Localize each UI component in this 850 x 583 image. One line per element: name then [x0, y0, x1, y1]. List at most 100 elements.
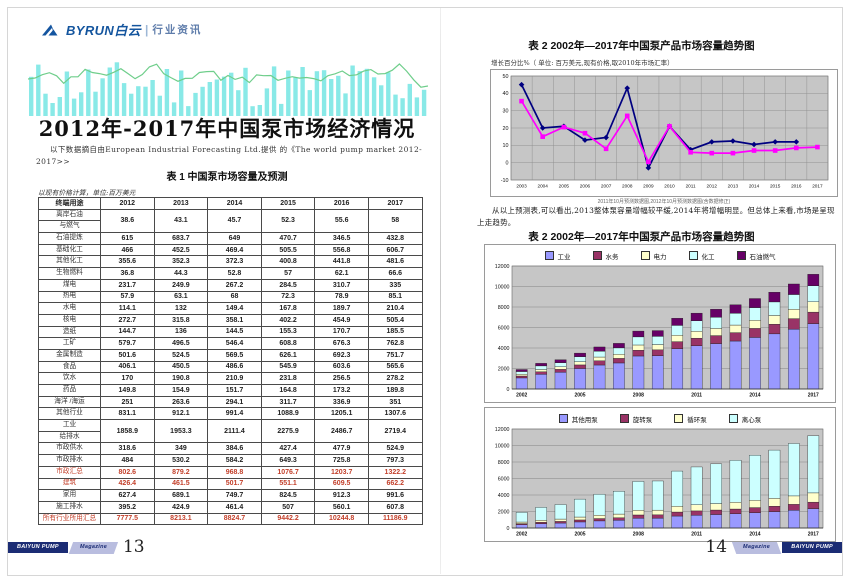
table-cell: 608.8: [260, 337, 316, 350]
table-cell: 524.5: [153, 348, 209, 362]
table-row: 核电 272.7 315.8 358.1 402.2 454.9 505.4: [38, 313, 423, 327]
table-row: 药品 149.8 154.9 151.7 164.8 173.2 189.8: [38, 384, 423, 397]
table-row: 与燃气: [38, 220, 423, 234]
legend-item: 化工: [688, 251, 715, 261]
table-cell: 173.2: [314, 384, 369, 397]
row-label: 金属制造: [38, 348, 101, 362]
table-row: 市政供水 318.6 349 384.6 427.4 477.9 524.9: [38, 442, 423, 456]
table-cell: 579.7: [100, 337, 155, 350]
magazine-badge: Magazine: [731, 541, 782, 554]
table-cell: 545.9: [260, 360, 316, 374]
svg-text:2000: 2000: [498, 366, 510, 372]
table-cell: 505.5: [260, 243, 316, 257]
svg-text:2008: 2008: [622, 184, 633, 189]
logo: BYRUN白云 | 行业资讯: [42, 20, 202, 39]
market-capacity-table: 终端用途 2012 2013 2014 2015 2016 2017 离岸石油 38.6 43.1…: [38, 197, 423, 526]
table-cell: 210.9: [207, 372, 262, 385]
table-cell: 44.3: [153, 267, 209, 280]
legend-swatch: [674, 414, 684, 423]
table-row: 造纸 144.7 136 144.5 155.3 170.7 185.5: [38, 325, 423, 339]
table-cell: 170.7: [314, 325, 369, 339]
svg-text:12000: 12000: [495, 264, 510, 270]
svg-text:2003: 2003: [516, 184, 527, 189]
page-title: 2012年-2017年中国泵市场经济情况: [38, 116, 416, 141]
svg-text:2013: 2013: [728, 184, 739, 189]
table-cell: 352.3: [153, 255, 209, 269]
svg-text:2011: 2011: [686, 184, 696, 189]
table-cell: 164.8: [260, 384, 316, 397]
table-cell: 501.7: [207, 477, 262, 491]
table-cell: 626.1: [260, 348, 316, 362]
table-cell: 824.5: [260, 489, 316, 502]
svg-text:2012: 2012: [707, 184, 718, 189]
svg-text:2017: 2017: [808, 532, 819, 538]
table-cell: 603.6: [314, 360, 369, 374]
svg-text:2008: 2008: [633, 393, 644, 399]
table-cell: 406.1: [100, 360, 155, 374]
table-cell: 1307.6: [367, 407, 423, 421]
table-cell: 507: [260, 500, 316, 514]
table-row: 生物燃料 36.8 44.3 52.8 57 62.1 66.6: [38, 267, 423, 280]
legend-swatch: [736, 251, 746, 260]
table-cell: 441.8: [314, 255, 369, 269]
legend-label: 循环泵: [687, 416, 707, 424]
legend-label: 工业: [557, 253, 571, 261]
column-header-year: 2015: [260, 197, 316, 210]
svg-text:8000: 8000: [498, 305, 510, 311]
table-row: 金属制造 501.6 524.5 569.5 626.1 692.3 751.7: [38, 348, 423, 362]
table-cell: 584.2: [207, 454, 262, 467]
market-by-industry-stacked-chart: 0 2000 4000 6000 8000 10000 12000 2002 2005 2008 2…: [495, 264, 824, 399]
legend-label: 其他用泵: [571, 416, 598, 424]
table-cell: 189.7: [314, 302, 369, 315]
table-cell: 144.5: [207, 325, 262, 339]
table-row: 石油提炼 615 683.7 649 470.7 346.5 432.8: [38, 232, 423, 245]
table-cell: 1076.7: [260, 465, 316, 479]
svg-text:2004: 2004: [537, 184, 548, 189]
table-cell: 676.3: [314, 337, 369, 350]
table-row: 食品 406.1 450.5 486.6 545.9 603.6 565.6: [38, 360, 423, 374]
page-number-right: 14: [705, 537, 728, 557]
svg-text:10000: 10000: [495, 284, 510, 290]
table-cell: 427.4: [260, 442, 316, 456]
svg-text:2006: 2006: [580, 184, 591, 189]
svg-text:2011: 2011: [691, 393, 702, 399]
table-cell: 170: [100, 372, 155, 385]
svg-text:2005: 2005: [574, 532, 585, 538]
table-cell: 249.9: [153, 278, 209, 292]
table-row: 离岸石油 38.6 43.1 45.7 52.3 55.6 58: [38, 208, 423, 234]
table-cell: 310.7: [314, 278, 369, 292]
svg-text:2009: 2009: [643, 184, 654, 189]
table-cell: 155.3: [260, 325, 316, 339]
row-label: 离岸石油: [38, 208, 101, 222]
table-row: 市政汇总 802.6 879.2 968.8 1076.7 1203.7 1322.2: [38, 465, 423, 479]
legend-swatch: [619, 414, 629, 423]
table-cell: 284.5: [260, 278, 316, 292]
table-cell: 484: [100, 454, 155, 467]
table-cell: 355.6: [100, 255, 155, 269]
table-cell: 606.7: [367, 243, 423, 257]
table-cell: 372.3: [207, 255, 262, 269]
chart1-title: 表 2 2002年—2017年中国泵产品市场容量趋势图: [528, 40, 755, 52]
legend-label: 水务: [605, 253, 619, 261]
table-cell: 556.8: [314, 243, 369, 257]
table-cell: 649: [207, 232, 262, 245]
table-cell: 189.8: [367, 384, 423, 397]
table-cell: 52.8: [207, 267, 262, 280]
table-cell: 278.2: [367, 372, 423, 385]
svg-text:4000: 4000: [498, 493, 510, 499]
table-cell: 627.4: [100, 489, 155, 502]
table-cell: 136: [153, 325, 209, 339]
table-row: 饮水 170 190.8 210.9 231.8 256.5 278.2: [38, 372, 423, 385]
table-cell: 318.6: [100, 442, 155, 456]
table-cell: 802.6: [100, 465, 155, 479]
page-13: BYRUN白云 | 行业资讯 2012年-2017年中国泵市场经济情况 以下数据…: [8, 8, 441, 574]
table-cell: 154.9: [153, 384, 209, 397]
page-frame: [7, 7, 843, 576]
table-cell: 530.2: [153, 454, 209, 467]
table-cell: 78.9: [314, 290, 369, 304]
legend-label: 电力: [653, 253, 667, 261]
table-cell: 879.2: [153, 465, 209, 479]
table-cell: 11186.9: [367, 512, 423, 526]
table-cell: 272.7: [100, 313, 155, 327]
chart1-caption: 2011年10月预测数据图,2012年10月预测数据图(含数据修正): [597, 199, 731, 205]
